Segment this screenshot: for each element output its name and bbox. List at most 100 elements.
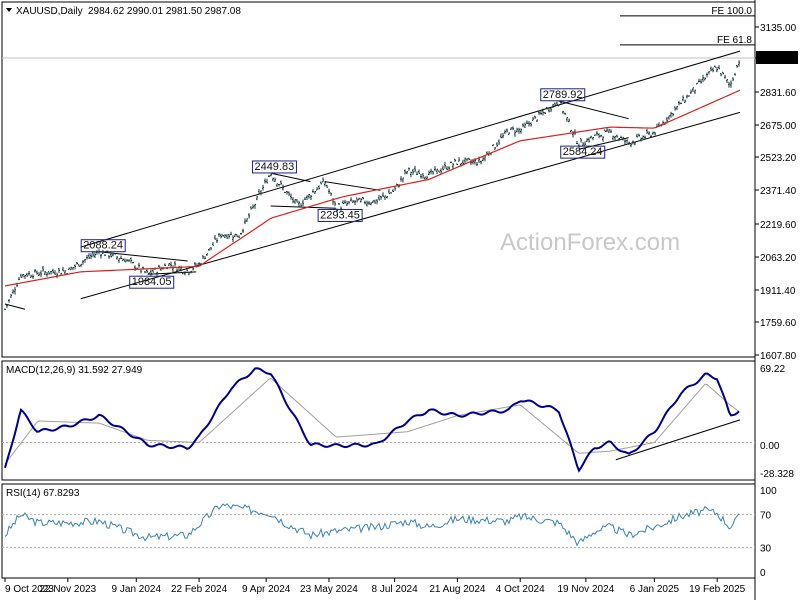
price-bar — [594, 134, 596, 136]
price-bar — [476, 162, 478, 166]
price-bar — [610, 129, 612, 133]
price-bar — [266, 178, 268, 184]
price-bar — [390, 192, 392, 194]
price-bar — [592, 136, 594, 141]
price-bar — [48, 271, 50, 275]
price-bar — [222, 234, 224, 237]
x-tick-label: 9 Apr 2024 — [242, 584, 291, 595]
price-bar — [144, 271, 146, 274]
price-bar — [112, 252, 114, 257]
price-bar — [338, 202, 340, 205]
price-bar — [492, 144, 494, 147]
price-bar — [674, 106, 676, 111]
price-bar — [256, 195, 258, 201]
price-bar — [286, 190, 288, 195]
price-bar — [252, 204, 254, 209]
price-bar — [364, 200, 366, 205]
price-bar — [682, 95, 684, 102]
pattern-line-0 — [99, 251, 188, 262]
pattern-line-3 — [270, 205, 337, 209]
price-bar — [512, 126, 514, 131]
price-bar — [618, 137, 620, 142]
price-bar — [598, 133, 600, 139]
price-bar — [534, 115, 536, 120]
price-bar — [140, 270, 142, 274]
x-tick-label: 22 Feb 2024 — [171, 584, 228, 595]
price-bar — [388, 188, 390, 195]
price-bar — [328, 188, 330, 194]
price-bar — [588, 137, 590, 143]
macd-panel-frame — [1, 360, 756, 481]
price-bar — [156, 271, 158, 277]
price-bar — [434, 166, 436, 172]
price-bar — [500, 133, 502, 139]
price-annotation-box — [540, 88, 586, 102]
price-bar — [454, 158, 456, 162]
price-bar — [642, 135, 644, 139]
price-bar — [108, 255, 110, 259]
price-bar — [298, 200, 300, 207]
price-annotation-label: 2584.24 — [563, 146, 603, 158]
price-bar — [164, 263, 166, 267]
price-bar — [620, 135, 622, 139]
price-annotation-label: 1984.05 — [132, 276, 172, 288]
price-bar — [624, 138, 626, 145]
price-bar — [10, 293, 12, 298]
price-bar — [468, 157, 470, 161]
price-bar — [498, 139, 500, 146]
price-bar — [732, 77, 734, 82]
price-bar — [586, 138, 588, 142]
price-bar — [326, 184, 328, 188]
price-bar — [554, 102, 556, 106]
price-bar — [670, 111, 672, 118]
price-bar — [466, 158, 468, 162]
price-bar — [20, 273, 22, 278]
price-bar — [724, 74, 726, 79]
ohlc-readout: 2984.62 2990.01 2981.50 2987.08 — [88, 6, 241, 17]
price-bar — [678, 101, 680, 106]
price-bar — [352, 199, 354, 203]
price-tick-label: 1911.40 — [760, 286, 796, 297]
price-bar — [714, 65, 716, 68]
price-bar — [30, 274, 32, 278]
price-bar — [736, 64, 738, 68]
price-bar — [220, 233, 222, 239]
rsi-tick-label: 0 — [760, 568, 766, 579]
price-bar — [116, 255, 118, 260]
price-bar — [558, 104, 560, 107]
price-bar — [636, 133, 638, 138]
price-bar — [360, 198, 362, 203]
price-bar — [504, 129, 506, 135]
price-bar — [126, 259, 128, 262]
price-bar — [52, 268, 54, 274]
price-bar — [8, 299, 10, 303]
price-bar — [80, 263, 82, 268]
price-bar — [128, 259, 130, 263]
price-trendline-2 — [4, 303, 26, 310]
price-bar — [314, 191, 316, 194]
price-bar — [410, 171, 412, 178]
price-bar — [294, 199, 296, 204]
price-bar — [186, 267, 188, 272]
price-bar — [320, 181, 322, 185]
price-bar — [356, 197, 358, 203]
price-bar — [152, 269, 154, 273]
price-bar — [716, 66, 718, 73]
price-bar — [86, 254, 88, 260]
price-bar — [520, 128, 522, 134]
price-bar — [12, 289, 14, 294]
price-bar — [270, 173, 272, 177]
price-tick-label: 2063.20 — [760, 253, 797, 264]
price-bar — [240, 232, 242, 235]
price-bar — [640, 137, 642, 142]
price-bar — [556, 101, 558, 106]
price-bar — [722, 71, 724, 75]
price-bar — [472, 158, 474, 165]
price-bar — [494, 147, 496, 150]
price-bar — [582, 141, 584, 147]
price-bar — [428, 170, 430, 176]
price-bar — [706, 72, 708, 78]
price-bar — [386, 196, 388, 199]
price-bar — [680, 102, 682, 105]
